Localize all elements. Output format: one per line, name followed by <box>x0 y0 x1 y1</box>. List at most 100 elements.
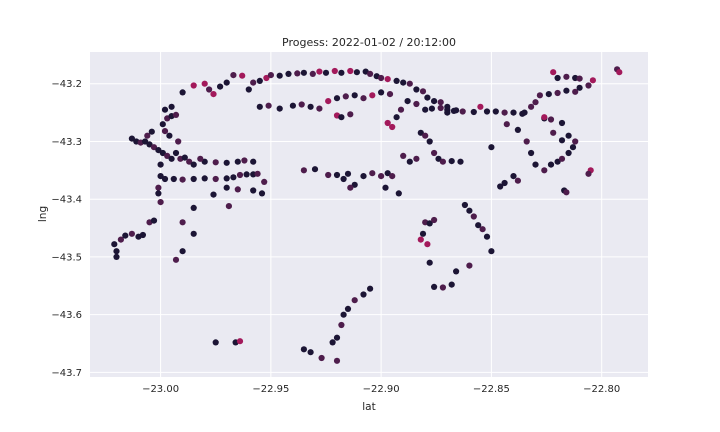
data-point <box>190 161 197 168</box>
data-point <box>545 91 552 98</box>
data-point <box>256 103 263 110</box>
data-point <box>157 199 164 206</box>
data-point <box>212 175 219 183</box>
y-tick-label: −43.7 <box>51 368 82 379</box>
data-point <box>565 132 572 139</box>
data-point <box>528 103 535 110</box>
data-point <box>250 158 257 165</box>
data-point <box>384 76 391 83</box>
data-point <box>186 158 193 165</box>
data-point <box>435 155 442 162</box>
data-point <box>190 82 197 89</box>
data-point <box>501 109 508 116</box>
data-point <box>155 190 162 197</box>
data-point <box>170 175 177 183</box>
data-point <box>437 99 444 106</box>
data-point <box>616 69 623 76</box>
data-point <box>316 105 323 112</box>
data-point <box>333 95 341 102</box>
data-point <box>155 147 162 154</box>
data-point <box>475 222 482 229</box>
data-point <box>294 70 301 77</box>
data-point <box>389 123 396 131</box>
grid <box>90 52 648 377</box>
data-point <box>558 137 566 144</box>
data-point <box>331 67 338 75</box>
data-point <box>576 84 583 91</box>
data-point <box>111 241 118 248</box>
data-point <box>439 284 446 291</box>
data-point <box>426 259 433 266</box>
data-point <box>448 158 455 165</box>
data-point <box>378 173 385 180</box>
data-point <box>431 216 438 224</box>
data-point <box>417 236 424 243</box>
data-point <box>276 72 283 79</box>
data-point <box>234 158 241 165</box>
data-point <box>316 68 323 75</box>
data-point <box>395 190 402 197</box>
data-point <box>190 175 197 183</box>
data-point <box>547 116 555 123</box>
data-point <box>113 248 120 255</box>
data-point <box>175 138 182 145</box>
y-tick-label: −43.2 <box>51 79 82 90</box>
data-point <box>351 297 358 304</box>
data-point <box>417 129 424 136</box>
data-point <box>179 89 186 96</box>
data-point <box>389 173 396 180</box>
data-point <box>565 149 572 157</box>
data-point <box>150 217 158 224</box>
data-point <box>300 167 307 174</box>
x-tick-label: −23.00 <box>142 384 179 395</box>
data-point <box>384 119 391 127</box>
data-point <box>413 100 420 108</box>
data-point <box>144 132 151 139</box>
data-point <box>157 173 164 180</box>
data-point <box>159 121 166 128</box>
data-point <box>470 108 477 116</box>
data-point <box>360 95 367 102</box>
data-point <box>470 213 477 220</box>
data-point <box>558 155 566 162</box>
data-point <box>338 114 345 121</box>
data-point <box>431 283 438 290</box>
data-point <box>424 241 431 248</box>
data-point <box>168 155 175 162</box>
data-point <box>276 105 283 112</box>
data-point <box>360 173 367 180</box>
data-point <box>212 159 219 166</box>
data-point <box>311 166 319 173</box>
data-point <box>528 149 535 157</box>
data-point <box>386 91 394 98</box>
data-point <box>406 80 413 87</box>
data-point <box>514 126 522 133</box>
data-point <box>369 92 376 99</box>
y-tick-label: −43.4 <box>51 195 82 206</box>
data-point <box>477 103 484 110</box>
data-point <box>497 183 504 190</box>
data-point <box>338 321 345 329</box>
x-tick-label: −22.80 <box>583 384 620 395</box>
data-point <box>510 109 517 116</box>
data-point <box>161 175 169 183</box>
data-point <box>426 138 433 145</box>
data-point <box>243 171 250 178</box>
data-point <box>367 285 374 292</box>
data-point <box>161 106 169 113</box>
data-point <box>572 138 579 145</box>
data-point <box>413 86 420 93</box>
data-point <box>159 149 166 157</box>
data-point <box>351 181 358 188</box>
data-point <box>400 79 407 86</box>
data-point <box>585 82 592 89</box>
data-point <box>179 219 186 226</box>
data-point <box>510 173 517 180</box>
data-point <box>400 152 407 159</box>
data-point <box>554 158 561 165</box>
data-point <box>466 207 473 214</box>
data-point <box>142 138 149 145</box>
data-point <box>457 158 464 165</box>
data-point <box>541 114 548 121</box>
data-point <box>367 70 374 77</box>
